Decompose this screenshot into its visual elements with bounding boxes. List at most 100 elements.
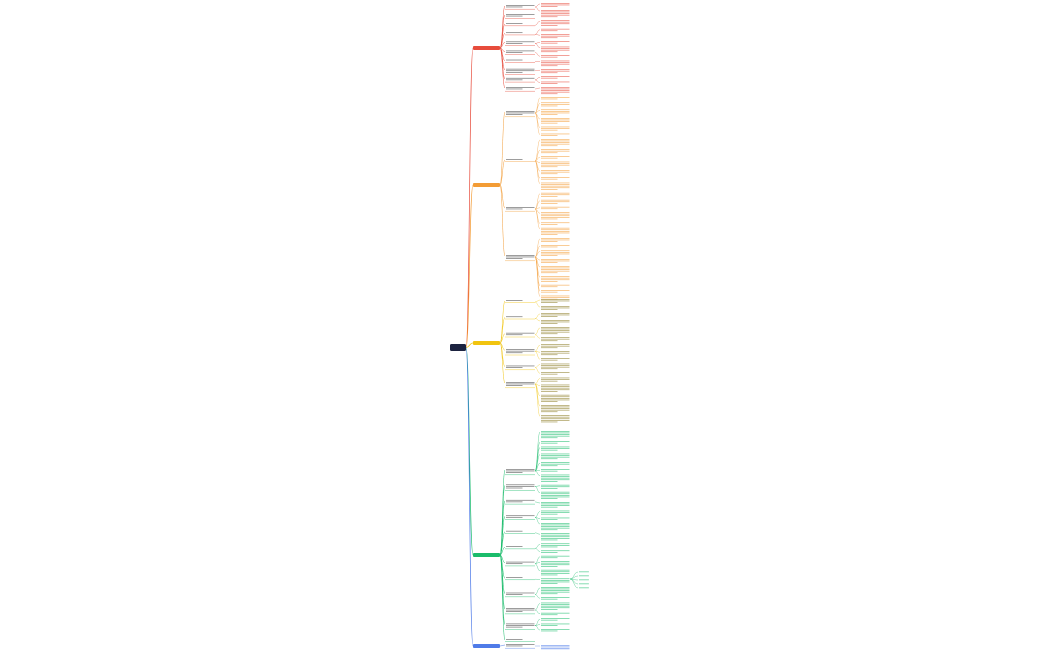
branch-3-leaf-text: [541, 351, 570, 352]
branch-3-leaf-text: [541, 347, 558, 349]
branch-2-leaf-text: [541, 199, 570, 201]
branch-5-mid-link: [499, 644, 506, 647]
branch-3-leaf-text: [541, 405, 570, 406]
branch-4-leaf-text: [541, 562, 570, 564]
branch-2-mid-link: [499, 184, 506, 257]
branch-4-leaf-text: [541, 536, 570, 538]
branch-1-leaf-text: [541, 77, 558, 79]
branch-1-mid-text: [506, 14, 535, 15]
branch-4-leaf-text: [541, 583, 558, 584]
branch-4-leaf-text: [541, 513, 558, 515]
branch-4-leaf-text: [541, 578, 570, 580]
branch-3-leaf-text: [541, 359, 558, 361]
branch-4-leaf-link: [534, 587, 541, 595]
branch-3-leaf-text: [541, 354, 558, 356]
branch-4-leaf-link: [534, 517, 541, 525]
branch-4-leaf-text: [541, 588, 570, 590]
branch-2-leaf-text: [541, 171, 570, 173]
branch-2-leaf-text: [541, 164, 570, 166]
branch-2-node[interactable]: [473, 183, 500, 187]
branch-3-leaf-text: [541, 406, 570, 408]
branch-2-leaf-link: [534, 200, 541, 210]
branch-4-extra-link: [569, 571, 579, 580]
branch-2-leaf-text: [541, 122, 558, 124]
branch-1-mid-text: [506, 70, 535, 72]
branch-4-leaf-text: [541, 437, 558, 439]
branch-2-mid-link: [499, 159, 506, 186]
branch-4-leaf-text: [541, 441, 570, 442]
branch-2-leaf-text: [541, 139, 570, 140]
branch-1-mid-link: [499, 14, 506, 49]
branch-2-leaf-text: [541, 109, 570, 111]
branch-5-mid-text: [506, 645, 523, 647]
branch-2-leaf-text: [541, 217, 570, 218]
branch-4-leaf-text: [541, 574, 558, 576]
branch-4-leaf-text: [541, 590, 570, 591]
branch-3-mid-text: [506, 334, 523, 336]
branch-4-leaf-text: [541, 629, 570, 630]
branch-3-leaf-text: [541, 394, 570, 396]
branch-1-leaf-link: [534, 29, 541, 35]
branch-4-leaf-text: [541, 593, 558, 595]
branch-3-leaf-text: [541, 307, 570, 309]
branch-4-mid-text: [506, 611, 523, 612]
branch-4-mid-text: [506, 484, 535, 486]
branch-3-leaf-text: [541, 411, 558, 413]
branch-2-mid-text: [506, 112, 535, 114]
branch-1-leaf-link: [534, 42, 541, 44]
branch-3-leaf-text: [541, 323, 558, 324]
branch-4-connector: [465, 347, 474, 556]
branch-4-leaf-text: [541, 612, 570, 614]
branch-4-leaf-text: [541, 534, 570, 536]
branch-4-leaf-text: [541, 580, 570, 581]
branch-3-leaf-text: [541, 328, 570, 330]
branch-1-mid-text: [506, 50, 535, 52]
branch-4-leaf-text: [541, 543, 570, 545]
branch-5-mid-text: [506, 644, 535, 645]
branch-4-mid-link: [499, 554, 506, 641]
branch-4-mid-text: [506, 530, 523, 532]
branch-2-leaf-text: [541, 128, 570, 129]
branch-4-leaf-text: [541, 434, 570, 435]
branch-3-mid-text: [506, 383, 535, 385]
branch-2-leaf-text: [541, 286, 558, 288]
branch-4-leaf-text: [541, 630, 558, 632]
branch-3-mid-text: [506, 382, 535, 383]
branch-4-leaf-text: [541, 465, 558, 467]
branch-2-leaf-text: [541, 281, 558, 282]
branch-1-mid-link: [499, 47, 506, 80]
branch-3-leaf-link: [534, 383, 541, 386]
branch-3-mid-link: [499, 333, 506, 344]
branch-4-leaf-text: [541, 569, 570, 571]
branch-3-node[interactable]: [473, 341, 500, 345]
branch-3-mid-text: [506, 349, 535, 350]
branch-4-leaf-text: [541, 449, 558, 451]
branch-2-leaf-text: [541, 224, 558, 225]
root-node[interactable]: [450, 344, 466, 351]
branch-4-leaf-text: [541, 573, 570, 574]
branch-4-leaf-text: [541, 552, 558, 553]
branch-4-leaf-text: [541, 538, 570, 539]
branch-3-mid-link: [499, 317, 506, 344]
branch-4-leaf-text: [541, 495, 570, 496]
branch-4-mid-text: [506, 594, 523, 595]
branch-3-leaf-text: [541, 396, 570, 398]
branch-4-extra-text: [579, 571, 589, 573]
branch-1-mid-text: [506, 52, 523, 53]
branch-4-node[interactable]: [473, 553, 500, 557]
branch-2-leaf-text: [541, 166, 558, 168]
branch-5-node[interactable]: [473, 644, 500, 648]
branch-2-leaf-text: [541, 152, 558, 154]
branch-4-leaf-text: [541, 623, 570, 625]
branch-3-leaf-text: [541, 327, 570, 328]
branch-1-leaf-text: [541, 4, 570, 6]
branch-2-leaf-text: [541, 291, 558, 293]
branch-1-node[interactable]: [473, 46, 500, 50]
branch-2-leaf-text: [541, 295, 570, 297]
branch-3-leaf-link: [534, 351, 541, 360]
branch-4-mid-link: [499, 516, 506, 556]
branch-2-leaf-text: [541, 250, 570, 252]
branch-3-mid-text: [506, 332, 535, 334]
branch-4-leaf-text: [541, 519, 558, 520]
branch-4-leaf-link: [534, 431, 541, 472]
